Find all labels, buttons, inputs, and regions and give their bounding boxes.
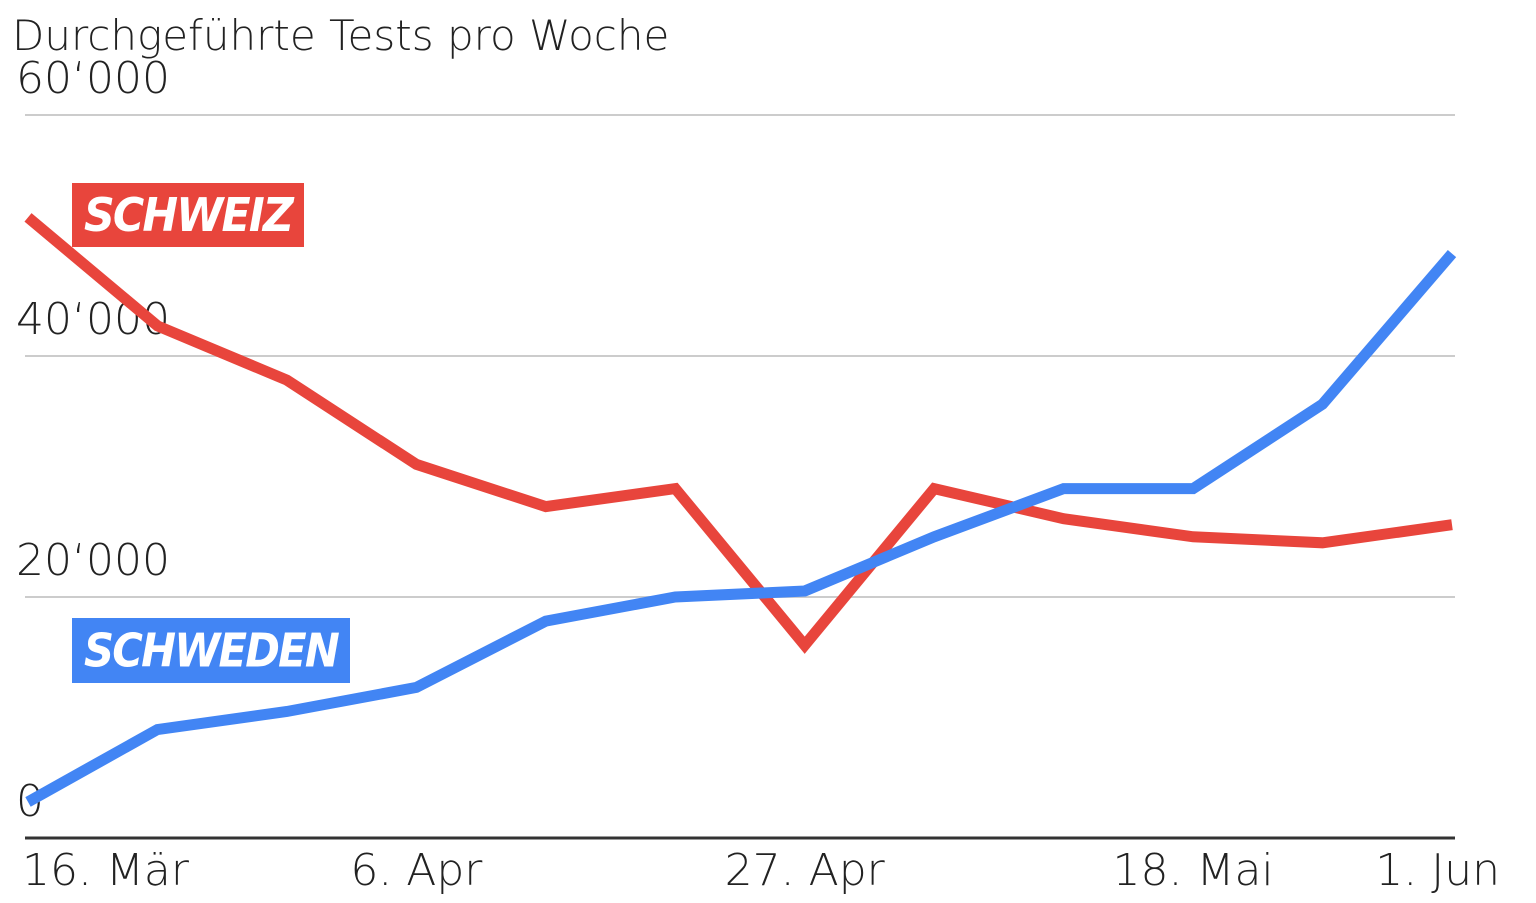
series-lines bbox=[24, 213, 1457, 807]
series-label-text: SCHWEIZ bbox=[84, 188, 295, 242]
x-tick-label: 16. Mär bbox=[22, 845, 190, 896]
y-tick-label: 60‘000 bbox=[16, 53, 170, 104]
series-line-schweiz bbox=[24, 213, 1453, 654]
x-tick-label: 1. Jun bbox=[1375, 845, 1500, 896]
series-line-schweden bbox=[25, 250, 1457, 807]
x-tick-label: 6. Apr bbox=[350, 845, 483, 896]
chart-title: Durchgeführte Tests pro Woche bbox=[12, 11, 669, 60]
series-label-box bbox=[72, 183, 304, 247]
series-label-text: SCHWEDEN bbox=[84, 624, 339, 678]
x-axis-tick-labels: 16. Mär 6. Apr 27. Apr 18. Mai 1. Jun bbox=[22, 845, 1500, 896]
series-label-schweiz: SCHWEIZ bbox=[72, 183, 304, 247]
series-labels: SCHWEIZ SCHWEDEN bbox=[72, 183, 350, 683]
series-label-schweden: SCHWEDEN bbox=[72, 618, 350, 683]
x-tick-label: 27. Apr bbox=[725, 845, 886, 896]
y-tick-label: 20‘000 bbox=[16, 535, 170, 586]
series-label-box bbox=[72, 618, 350, 683]
x-tick-label: 18. Mai bbox=[1113, 845, 1274, 896]
